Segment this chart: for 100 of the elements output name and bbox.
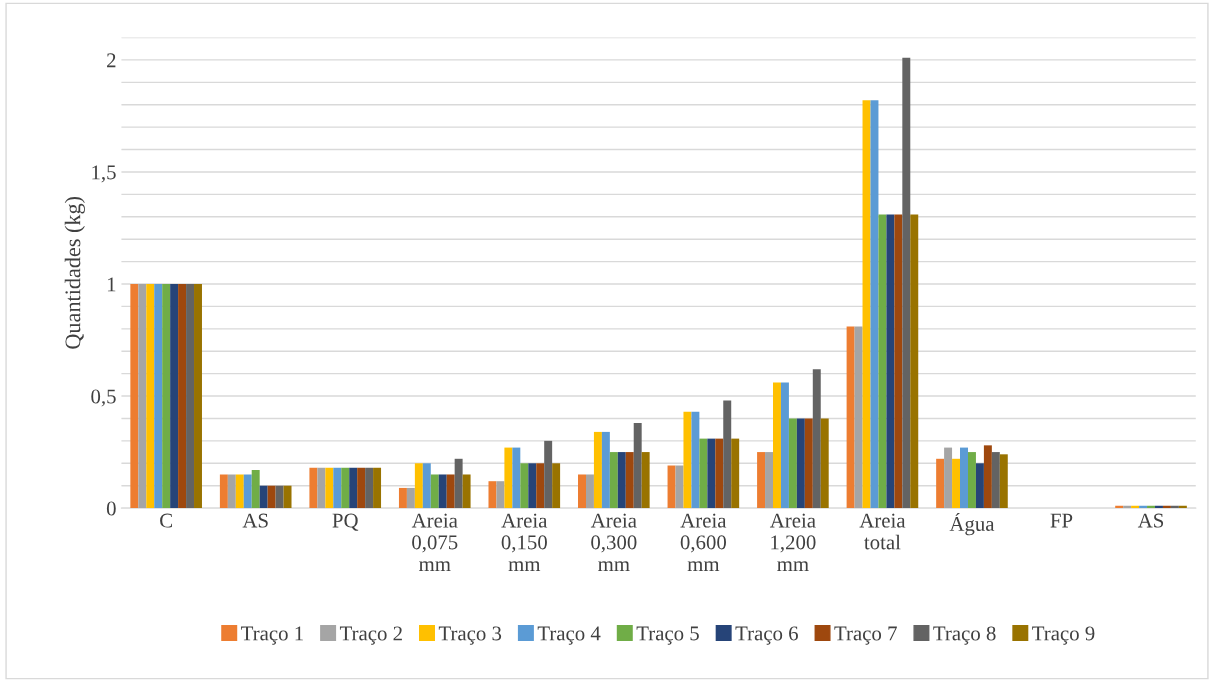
bar (991, 452, 1000, 509)
bar (130, 284, 139, 509)
bar (683, 411, 692, 509)
bar (251, 470, 260, 509)
bar (275, 485, 284, 509)
bar (812, 369, 821, 509)
x-tick-label: Areia 1,200 mm (769, 513, 816, 571)
bar (723, 400, 732, 509)
bar (585, 474, 594, 509)
x-tick-label: AS (242, 513, 268, 528)
bar (488, 481, 497, 509)
bar (788, 418, 797, 509)
x-tick-label: Água (949, 512, 995, 536)
bar (454, 458, 463, 509)
bar (691, 411, 700, 509)
bar (886, 214, 895, 509)
bar (854, 326, 863, 509)
bar (422, 463, 431, 509)
bar (820, 418, 829, 509)
bar (259, 485, 268, 509)
bar (162, 284, 171, 509)
bar (446, 474, 455, 509)
bar (536, 463, 545, 509)
bar (910, 214, 919, 509)
bar (349, 467, 358, 509)
bar (414, 463, 423, 509)
bar (154, 284, 163, 509)
legend-label: Traço 4 (537, 626, 601, 645)
bar (462, 474, 471, 509)
bar (243, 474, 252, 509)
bar (870, 100, 879, 509)
bar (578, 474, 586, 509)
bar (593, 431, 602, 509)
x-tick-label: AS (1137, 513, 1164, 528)
bar (894, 214, 903, 509)
bar (757, 452, 766, 509)
x-tick-label: Areia 0,150 mm (501, 513, 548, 571)
bar (227, 474, 236, 509)
bar (667, 465, 676, 509)
bar (967, 452, 976, 509)
x-tick-label: Areia 0,600 mm (680, 513, 727, 571)
bar (878, 214, 887, 509)
bar (219, 474, 228, 509)
bar (365, 467, 374, 509)
y-tick-label: 0,5 (91, 389, 116, 407)
bar (317, 467, 326, 509)
bar (641, 452, 650, 509)
bar (357, 467, 366, 509)
bar (983, 445, 992, 509)
bar (999, 454, 1008, 509)
bar (520, 463, 529, 509)
bar (235, 474, 244, 509)
bar (804, 418, 813, 509)
bar (496, 481, 505, 509)
bar (699, 438, 708, 509)
bar (325, 467, 334, 509)
bar (707, 438, 716, 509)
legend-label: Traço 8 (933, 626, 996, 645)
legend-label: Traço 9 (1032, 626, 1095, 645)
bar (625, 452, 634, 509)
bar (512, 447, 521, 509)
legend-label: Traço 1 (241, 626, 303, 645)
bar (765, 452, 773, 509)
legend-label: Traço 6 (735, 626, 798, 645)
bar (178, 284, 187, 509)
bar (552, 463, 561, 509)
bar (438, 474, 447, 509)
bar (944, 447, 953, 509)
bar (609, 452, 618, 509)
y-tick-label: 2 (107, 53, 116, 68)
legend-label: Traço 7 (834, 626, 897, 645)
bar (186, 284, 195, 509)
bar (952, 458, 961, 509)
y-axis-title: Quantidades (kg) (64, 196, 85, 349)
bar (960, 447, 968, 509)
legend-label: Traço 2 (339, 626, 402, 645)
bar (309, 467, 318, 509)
bar (398, 487, 407, 509)
x-tick-label: Areia 0,075 mm (411, 513, 458, 571)
legend-label: Traço 3 (438, 626, 502, 645)
bar (406, 487, 415, 509)
bar (333, 467, 342, 509)
x-tick-label: FP (1050, 513, 1073, 528)
bar (170, 284, 179, 509)
bar (504, 447, 513, 509)
bar (975, 463, 984, 509)
bar (617, 452, 626, 509)
bar (194, 284, 202, 509)
bar (780, 382, 789, 509)
bar (544, 440, 553, 509)
bar (283, 485, 292, 509)
x-tick-label: Areia total (859, 513, 906, 550)
bar (796, 418, 805, 509)
bar (731, 438, 740, 509)
bar (601, 431, 610, 509)
bar (633, 422, 642, 509)
bar (715, 438, 724, 509)
bar (773, 382, 781, 509)
bar (902, 57, 911, 509)
bar (146, 284, 155, 509)
